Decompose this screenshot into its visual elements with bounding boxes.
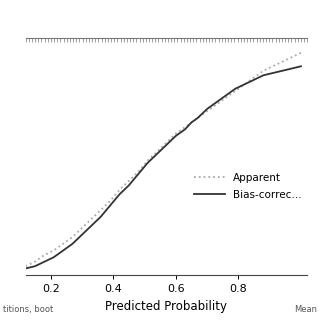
Bias-correc… bbox=[24, 267, 28, 270]
Apparent bbox=[233, 89, 237, 93]
Bias-correc… bbox=[243, 82, 246, 86]
Apparent bbox=[43, 253, 46, 257]
Bias-correc… bbox=[196, 116, 200, 120]
Apparent bbox=[80, 226, 84, 230]
Bias-correc… bbox=[224, 93, 228, 97]
Bias-correc… bbox=[252, 78, 256, 82]
Bias-correc… bbox=[299, 64, 303, 68]
Bias-correc… bbox=[174, 134, 178, 138]
Apparent bbox=[24, 264, 28, 268]
Bias-correc… bbox=[80, 233, 84, 237]
Apparent bbox=[261, 69, 265, 73]
Bias-correc… bbox=[189, 121, 193, 124]
Bias-correc… bbox=[205, 107, 209, 111]
Apparent bbox=[146, 159, 149, 163]
Apparent bbox=[183, 125, 187, 129]
Apparent bbox=[71, 235, 75, 239]
Apparent bbox=[205, 109, 209, 113]
Apparent bbox=[164, 141, 168, 145]
Apparent bbox=[299, 51, 303, 55]
Apparent bbox=[189, 121, 193, 124]
Apparent bbox=[196, 116, 200, 120]
Apparent bbox=[127, 179, 131, 183]
Bias-correc… bbox=[108, 204, 112, 207]
Apparent bbox=[280, 60, 284, 64]
Bias-correc… bbox=[261, 73, 265, 77]
Apparent bbox=[33, 260, 37, 264]
Apparent bbox=[117, 188, 121, 192]
Apparent bbox=[214, 103, 218, 107]
Apparent bbox=[52, 249, 56, 252]
Bias-correc… bbox=[43, 260, 46, 264]
Apparent bbox=[290, 55, 293, 59]
Apparent bbox=[174, 132, 178, 136]
X-axis label: Predicted Probability: Predicted Probability bbox=[105, 300, 228, 313]
Bias-correc… bbox=[155, 152, 159, 156]
Bias-correc… bbox=[52, 255, 56, 259]
Bias-correc… bbox=[71, 242, 75, 246]
Bias-correc… bbox=[164, 143, 168, 147]
Text: Mean: Mean bbox=[294, 305, 317, 314]
Apparent bbox=[136, 170, 140, 174]
Apparent bbox=[108, 199, 112, 203]
Bias-correc… bbox=[183, 127, 187, 131]
Apparent bbox=[155, 150, 159, 154]
Bias-correc… bbox=[280, 69, 284, 73]
Line: Apparent: Apparent bbox=[26, 53, 301, 266]
Bias-correc… bbox=[214, 100, 218, 104]
Line: Bias-correc…: Bias-correc… bbox=[26, 66, 301, 268]
Bias-correc… bbox=[233, 87, 237, 91]
Apparent bbox=[224, 96, 228, 100]
Bias-correc… bbox=[136, 172, 140, 176]
Legend: Apparent, Bias-correc…: Apparent, Bias-correc… bbox=[194, 173, 302, 200]
Apparent bbox=[61, 242, 65, 246]
Apparent bbox=[99, 208, 103, 212]
Bias-correc… bbox=[89, 224, 93, 228]
Apparent bbox=[243, 82, 246, 86]
Apparent bbox=[271, 64, 275, 68]
Bias-correc… bbox=[61, 249, 65, 252]
Bias-correc… bbox=[33, 264, 37, 268]
Text: titions, boot: titions, boot bbox=[3, 305, 53, 314]
Apparent bbox=[89, 217, 93, 221]
Bias-correc… bbox=[290, 67, 293, 70]
Bias-correc… bbox=[117, 192, 121, 196]
Bias-correc… bbox=[99, 215, 103, 219]
Bias-correc… bbox=[146, 161, 149, 165]
Bias-correc… bbox=[127, 183, 131, 187]
Apparent bbox=[252, 76, 256, 79]
Bias-correc… bbox=[271, 71, 275, 75]
